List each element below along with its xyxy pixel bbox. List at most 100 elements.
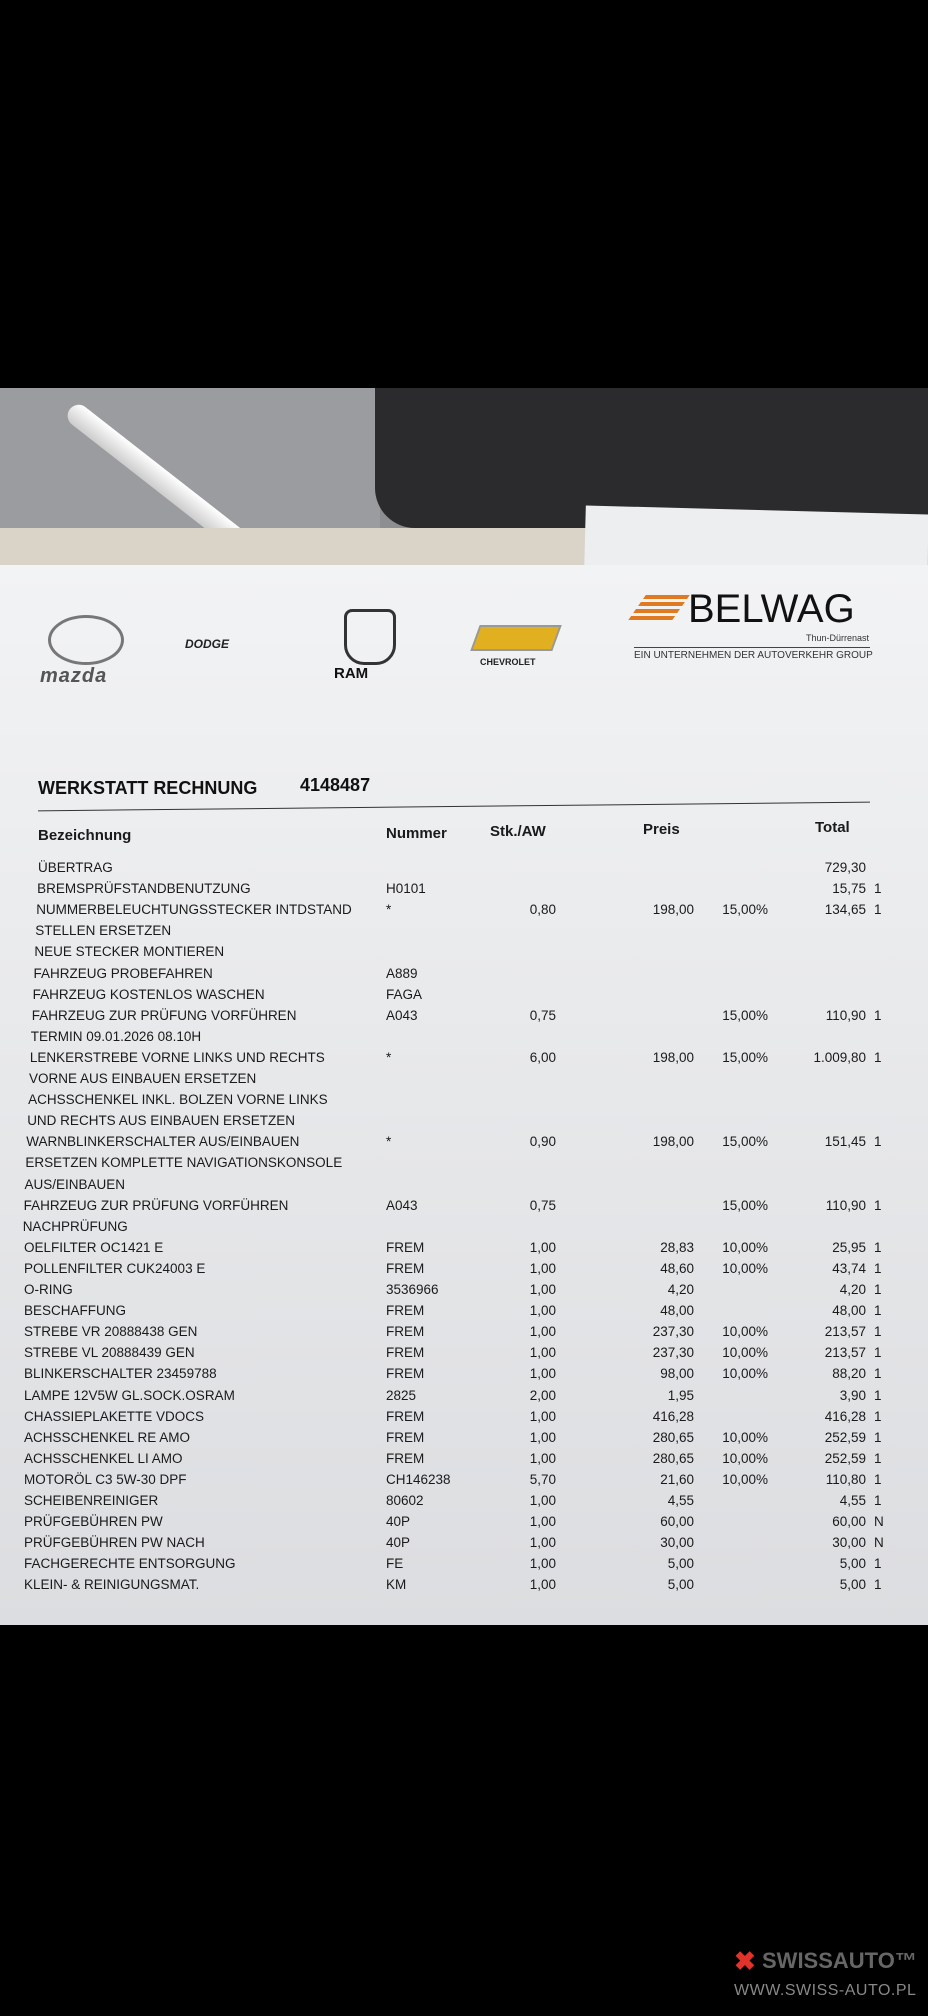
- cell-text: FAHRZEUG KOSTENLOS WASCHEN: [32, 986, 265, 1002]
- cell-qty: 1,00: [529, 1577, 556, 1593]
- cell-price: 4,55: [667, 1493, 694, 1508]
- cell-text: SCHEIBENREINIGER: [24, 1493, 159, 1508]
- cell-text: POLLENFILTER CUK24003 E: [24, 1260, 206, 1276]
- column-header: Preis: [643, 821, 680, 838]
- brand-logo: RAM: [334, 665, 369, 682]
- cell-discount: 15,00%: [722, 1197, 768, 1213]
- cell-code: 1: [874, 881, 882, 897]
- company-tagline: EIN UNTERNEHMEN DER AUTOVERKEHR GROUP: [634, 650, 873, 661]
- cell-text: NEUE STECKER MONTIEREN: [34, 944, 225, 960]
- chevrolet-emblem: [470, 625, 562, 651]
- cell-qty: 0,75: [529, 1007, 556, 1023]
- cell-text: LAMPE 12V5W GL.SOCK.OSRAM: [24, 1387, 235, 1403]
- watermark-icon: ✖: [734, 1946, 756, 1976]
- invoice-paper: mazda DODGE RAM CHEVROLET BELWAG Thun-Dü…: [0, 565, 928, 1625]
- cell-qty: 1,00: [529, 1514, 556, 1530]
- cell-qty: 1,00: [529, 1535, 556, 1551]
- cell-number: FREM: [386, 1345, 425, 1361]
- cell-code: 1: [874, 1450, 882, 1466]
- cell-discount: 10,00%: [722, 1471, 768, 1487]
- cell-qty: 1,00: [529, 1450, 556, 1466]
- belwag-emblem: [626, 595, 690, 623]
- cell-total: 5,00: [839, 1577, 866, 1593]
- cell-text: NACHPRÜFUNG: [22, 1218, 128, 1234]
- cell-number: FREM: [386, 1303, 425, 1319]
- invoice-title: WERKSTATT RECHNUNG: [38, 778, 258, 798]
- cell-code: 1: [874, 1260, 882, 1276]
- cell-code: 1: [874, 1134, 882, 1150]
- cell-code: 1: [874, 1429, 882, 1445]
- cell-qty: 1,00: [529, 1556, 556, 1572]
- cell-price: 237,30: [652, 1345, 694, 1361]
- cell-code: N: [874, 1535, 884, 1551]
- cell-qty: 0,90: [529, 1134, 556, 1150]
- cell-code: N: [874, 1514, 884, 1530]
- cell-number: *: [386, 1134, 392, 1150]
- mazda-emblem: [48, 615, 124, 665]
- column-header: Bezeichnung: [38, 827, 132, 844]
- cell-code: 1: [874, 1366, 882, 1382]
- column-header: Nummer: [386, 825, 447, 842]
- cell-code: 1: [874, 1324, 882, 1340]
- cell-number: FREM: [386, 1429, 425, 1445]
- cell-number: 2825: [386, 1387, 417, 1403]
- cell-number: FREM: [386, 1450, 425, 1466]
- cell-total: 30,00: [832, 1535, 866, 1551]
- cell-code: 1: [874, 1345, 882, 1361]
- cell-text: CHASSIEPLAKETTE VDOCS: [24, 1408, 205, 1424]
- cell-code: 1: [874, 1556, 882, 1572]
- cell-text: WARNBLINKERSCHALTER AUS/EINBAUEN: [26, 1134, 300, 1150]
- cell-number: 40P: [386, 1514, 411, 1530]
- cell-code: 1: [874, 1282, 882, 1297]
- cell-text: ACHSSCHENKEL INKL. BOLZEN VORNE LINKS: [28, 1092, 328, 1108]
- cell-text: ERSETZEN KOMPLETTE NAVIGATIONSKONSOLE: [25, 1155, 343, 1171]
- cell-text: OELFILTER OC1421 E: [24, 1239, 164, 1255]
- cell-text: KLEIN- & REINIGUNGSMAT.: [24, 1577, 200, 1593]
- cell-total: 4,55: [839, 1493, 866, 1508]
- cell-total: 43,74: [832, 1260, 866, 1276]
- cell-number: 3536966: [386, 1282, 439, 1297]
- cell-text: MOTORÖL C3 5W-30 DPF: [24, 1471, 187, 1487]
- cell-code: 1: [874, 1239, 882, 1255]
- cell-text: FAHRZEUG ZUR PRÜFUNG VORFÜHREN: [31, 1007, 297, 1023]
- cell-discount: 15,00%: [722, 902, 768, 918]
- cell-text: LENKERSTREBE VORNE LINKS UND RECHTS: [29, 1049, 325, 1065]
- cell-total: 416,28: [824, 1408, 866, 1424]
- cell-discount: 15,00%: [722, 1049, 768, 1065]
- cell-number: FREM: [386, 1260, 425, 1276]
- cell-code: 1: [874, 1387, 882, 1403]
- cell-number: FREM: [386, 1324, 425, 1340]
- cell-price: 4,20: [667, 1282, 694, 1297]
- cell-price: 48,60: [660, 1260, 694, 1276]
- cell-price: 198,00: [652, 1134, 694, 1150]
- cell-total: 110,90: [825, 1007, 866, 1023]
- cell-code: 1: [874, 1577, 882, 1593]
- cell-qty: 1,00: [529, 1282, 556, 1297]
- cell-discount: 10,00%: [722, 1345, 768, 1361]
- cell-text: O-RING: [24, 1282, 73, 1297]
- cell-qty: 1,00: [529, 1408, 556, 1424]
- cell-discount: 15,00%: [722, 1134, 768, 1150]
- cell-text: STREBE VL 20888439 GEN: [24, 1345, 195, 1361]
- cell-number: A043: [386, 1007, 418, 1023]
- brand-logo: mazda: [40, 665, 108, 687]
- cell-number: 80602: [386, 1493, 424, 1508]
- dark-pad: [375, 388, 928, 528]
- brand-logo: CHEVROLET: [480, 657, 536, 667]
- cell-qty: 0,75: [529, 1197, 556, 1213]
- cell-number: *: [386, 1049, 392, 1065]
- cell-price: 30,00: [660, 1535, 694, 1551]
- cell-number: FAGA: [386, 986, 423, 1002]
- cell-discount: 10,00%: [722, 1429, 768, 1445]
- cell-text: TERMIN 09.01.2026 08.10H: [30, 1028, 202, 1044]
- cell-qty: 1,00: [529, 1429, 556, 1445]
- cell-text: STREBE VR 20888438 GEN: [24, 1324, 198, 1340]
- cell-total: 729,30: [824, 860, 866, 875]
- cell-number: KM: [386, 1577, 407, 1593]
- cell-price: 198,00: [652, 902, 694, 918]
- cell-number: H0101: [386, 881, 426, 897]
- cell-price: 28,83: [660, 1239, 694, 1255]
- cell-qty: 2,00: [529, 1387, 556, 1403]
- cell-text: BREMSPRÜFSTANDBENUTZUNG: [37, 881, 251, 897]
- cell-total: 5,00: [839, 1556, 866, 1572]
